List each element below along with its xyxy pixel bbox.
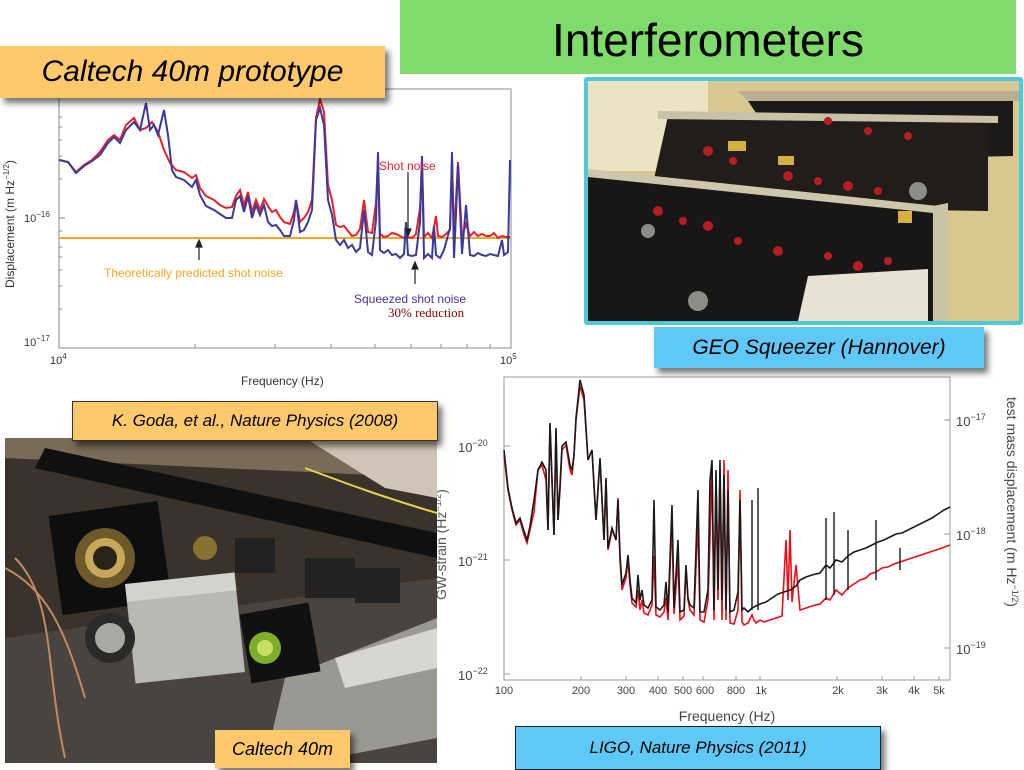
y-ticks-right [944, 419, 950, 649]
geo-squeezer-caption: GEO Squeezer (Hannover) [654, 327, 984, 368]
svg-text:500: 500 [674, 685, 692, 697]
svg-text:800: 800 [727, 685, 745, 697]
svg-text:600: 600 [696, 685, 714, 697]
shot-noise-label: Shot noise [379, 159, 436, 173]
y-ticks-left [504, 445, 510, 675]
ligo-squeezing-chart: 10−20 10−21 10−22 10−17 10−18 10−19 100 … [433, 376, 1020, 724]
x-tick-label-1e4: 104 [50, 352, 67, 367]
svg-text:100: 100 [495, 685, 513, 697]
x-ticks [194, 344, 491, 348]
caltech-40m-prototype-heading: Caltech 40m prototype [0, 46, 385, 98]
x-tick-label-1e5: 105 [500, 352, 517, 367]
slide-title-bar: Interferometers [400, 0, 1016, 74]
predicted-shot-noise-label: Theoretically predicted shot noise [104, 266, 283, 280]
ligo-reference-caption: LIGO, Nature Physics (2011) [515, 726, 881, 770]
svg-text:1k: 1k [755, 685, 767, 697]
caltech-40m-caption-text: Caltech 40m [231, 738, 334, 759]
y-ticks [59, 116, 65, 349]
y-axis-label-right: test mass displacement (m Hz−1/2) [1004, 397, 1020, 607]
svg-text:5k: 5k [933, 685, 945, 697]
y-tick-label-1e-17: 10−17 [24, 334, 50, 349]
x-axis-label: Frequency (Hz) [679, 708, 775, 724]
svg-text:300: 300 [617, 685, 635, 697]
geo-squeezer-photo [584, 77, 1023, 325]
y2-tick-label-1e-19: 10−19 [956, 640, 986, 657]
svg-text:2k: 2k [832, 685, 844, 697]
geo-squeezer-photo-illustration [588, 81, 1019, 321]
heading-text: Caltech 40m prototype [41, 55, 344, 88]
caltech-squeezing-chart: Theoretically predicted shot noise Shot … [2, 88, 517, 388]
svg-text:400: 400 [649, 685, 667, 697]
squeezed-shot-noise-label: Squeezed shot noise [354, 292, 466, 306]
slide-title: Interferometers [552, 14, 864, 66]
reduction-label: 30% reduction [388, 305, 465, 320]
y-axis-label-left: GW-strain (Hz−1/2) [433, 489, 449, 600]
ligo-caption-text: LIGO, Nature Physics (2011) [589, 738, 807, 757]
geo-caption-text: GEO Squeezer (Hannover) [692, 335, 946, 359]
shot-noise-curve [58, 95, 510, 241]
caltech-40m-photo [5, 438, 437, 763]
y-tick-label-1e-22: 10−22 [458, 666, 488, 683]
x-axis-label: Frequency (Hz) [241, 374, 324, 388]
x-ticks [580, 676, 940, 680]
x-tick-labels: 100 200 300 400 500 600 800 1k 2k 3k 4k … [495, 685, 945, 697]
svg-text:3k: 3k [876, 685, 888, 697]
caltech-40m-photo-illustration [5, 438, 437, 763]
y-tick-label-1e-21: 10−21 [458, 552, 488, 569]
caltech-40m-caption: Caltech 40m [215, 730, 350, 768]
y-axis-label: Displacement (m Hz−1/2) [2, 160, 17, 288]
y2-tick-label-1e-18: 10−18 [956, 526, 986, 543]
goda-caption-text: K. Goda, et al., Nature Physics (2008) [111, 411, 399, 430]
ligo-unsqueezed-curve [503, 379, 951, 614]
svg-text:4k: 4k [908, 685, 920, 697]
goda-reference-caption: K. Goda, et al., Nature Physics (2008) [72, 401, 438, 441]
y-tick-label-1e-16: 10−16 [24, 210, 50, 225]
annotation-arrows [195, 172, 419, 284]
ligo-line-spikes [751, 488, 901, 610]
y-tick-label-1e-20: 10−20 [458, 438, 488, 455]
squeezed-shot-noise-curve [58, 102, 511, 261]
y2-tick-label-1e-17: 10−17 [956, 412, 986, 429]
svg-text:200: 200 [572, 685, 590, 697]
